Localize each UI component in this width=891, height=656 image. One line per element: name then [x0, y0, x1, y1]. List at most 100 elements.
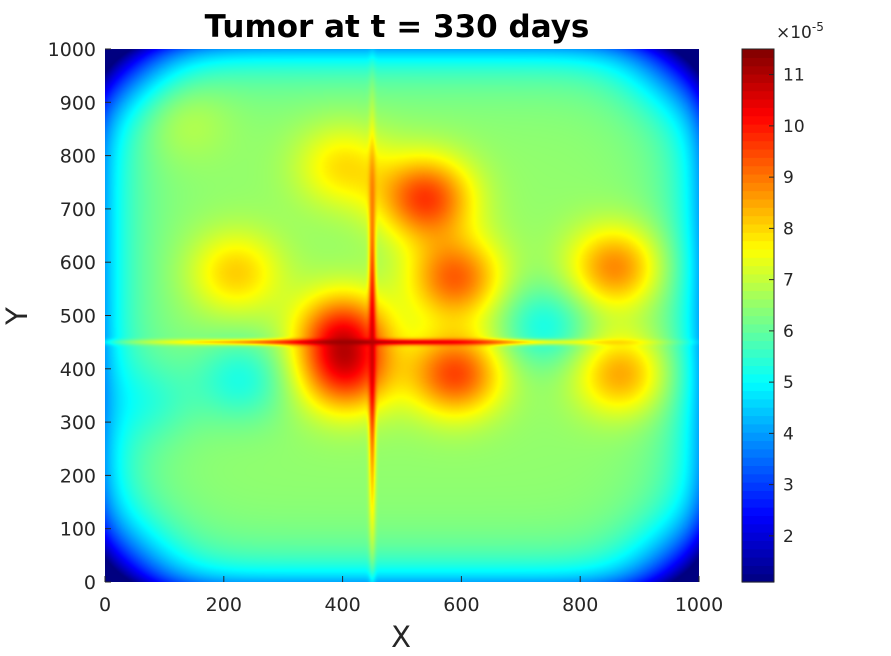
colorbar-segment: [742, 257, 774, 267]
colorbar-segment: [742, 57, 774, 67]
colorbar-segment: [742, 498, 774, 508]
colorbar-segment: [742, 232, 774, 242]
colorbar-segment: [742, 115, 774, 125]
colorbar-segment: [742, 307, 774, 317]
y-tick-label: 500: [60, 306, 96, 328]
colorbar-segment: [742, 415, 774, 425]
heatmap-plot-area: [105, 49, 699, 582]
colorbar-segment: [742, 407, 774, 417]
colorbar-segment: [742, 198, 774, 208]
x-tick-label: 800: [562, 594, 598, 616]
y-tick-label: 1000: [48, 39, 96, 61]
x-tick-label: 1000: [675, 594, 723, 616]
colorbar-tick-label: 10: [783, 117, 805, 137]
colorbar-segment: [742, 173, 774, 183]
colorbar-segment: [742, 557, 774, 566]
y-tick-label: 700: [60, 199, 96, 221]
colorbar-segment: [742, 440, 774, 450]
colorbar-segment: [742, 49, 774, 58]
colorbar-tick-label: 3: [783, 476, 794, 496]
colorbar-segment: [742, 182, 774, 192]
colorbar-segment: [742, 448, 774, 458]
colorbar-segment: [742, 157, 774, 167]
colorbar-tick-label: 2: [783, 527, 794, 547]
colorbar-segment: [742, 507, 774, 516]
colorbar-multiplier: ×10-5: [776, 20, 824, 43]
y-tick-label: 200: [60, 465, 96, 487]
x-tick-label: 400: [324, 594, 360, 616]
colorbar-segment: [742, 457, 774, 467]
colorbar-segment: [742, 465, 774, 475]
colorbar-segment: [742, 382, 774, 392]
x-tick-label: 0: [99, 594, 111, 616]
colorbar-segment: [742, 323, 774, 333]
colorbar-multiplier-exponent: -5: [812, 20, 824, 34]
colorbar-tick-label: 4: [783, 424, 794, 444]
heatmap-image: [105, 49, 699, 582]
colorbar-segment: [742, 98, 774, 108]
y-axis-label: Y: [0, 307, 34, 326]
y-tick-label: 400: [60, 359, 96, 381]
colorbar-segment: [742, 515, 774, 525]
x-tick-label: 200: [206, 594, 242, 616]
colorbar-tick-label: 5: [783, 373, 794, 393]
y-tick-label: 900: [60, 92, 96, 114]
colorbar-segment: [742, 398, 774, 408]
colorbar-segment: [742, 282, 774, 292]
colorbar-segment: [742, 107, 774, 117]
colorbar-segment: [742, 332, 774, 342]
colorbar-segment: [742, 265, 774, 275]
colorbar-segment: [742, 132, 774, 142]
colorbar-segment: [742, 548, 774, 558]
colorbar-segment: [742, 148, 774, 158]
colorbar-segment: [742, 490, 774, 500]
y-tick-label: 300: [60, 412, 96, 434]
y-tick-label: 800: [60, 146, 96, 168]
colorbar-segment: [742, 73, 774, 83]
y-tick-label: 0: [84, 572, 96, 594]
colorbar-segment: [742, 315, 774, 325]
colorbar-frame: [741, 48, 775, 583]
colorbar-segment: [742, 90, 774, 100]
colorbar-segment: [742, 273, 774, 283]
colorbar-segment: [742, 365, 774, 375]
colorbar-segment: [742, 215, 774, 225]
colorbar-tick-label: 7: [783, 271, 794, 291]
x-axis-label: X: [391, 620, 411, 654]
colorbar-segment: [742, 140, 774, 150]
colorbar-segment: [742, 123, 774, 133]
colorbar-segment: [742, 240, 774, 250]
colorbar-segment: [742, 423, 774, 433]
colorbar: 2 3 4 5 6 7 8 9 10 11: [741, 48, 805, 583]
colorbar-segment: [742, 573, 774, 583]
colorbar-tick-label: 6: [783, 322, 794, 342]
x-tick-label: 600: [443, 594, 479, 616]
colorbar-segment: [742, 390, 774, 400]
chart-title: Tumor at t = 330 days: [205, 9, 590, 45]
colorbar-segment: [742, 523, 774, 533]
y-axis: 0 100 200 300 400 500 600 700 800 900 1000: [48, 39, 111, 594]
colorbar-segment: [742, 82, 774, 92]
colorbar-segment: [742, 207, 774, 217]
colorbar-segment: [742, 165, 774, 175]
colorbar-segment: [742, 473, 774, 483]
x-axis: 0 200 400 600 800 1000: [99, 576, 723, 616]
colorbar-segment: [742, 432, 774, 442]
colorbar-tick-label: 8: [783, 219, 794, 239]
colorbar-segment: [742, 65, 774, 75]
colorbar-segment: [742, 298, 774, 308]
colorbar-segment: [742, 340, 774, 350]
colorbar-segment: [742, 290, 774, 300]
colorbar-segment: [742, 532, 774, 541]
colorbar-segment: [742, 223, 774, 233]
y-tick-label: 600: [60, 252, 96, 274]
colorbar-segment: [742, 248, 774, 258]
colorbar-segment: [742, 190, 774, 200]
colorbar-segment: [742, 357, 774, 367]
colorbar-segment: [742, 373, 774, 383]
colorbar-tick-label: 11: [783, 66, 805, 86]
colorbar-segment: [742, 540, 774, 550]
colorbar-segment: [742, 565, 774, 575]
colorbar-segment: [742, 348, 774, 358]
